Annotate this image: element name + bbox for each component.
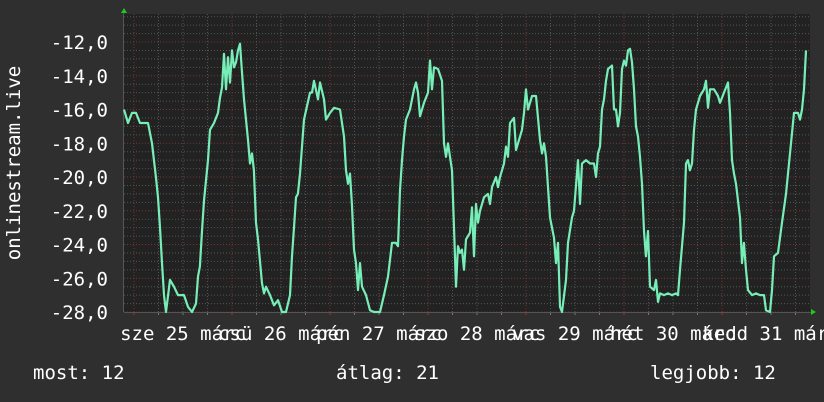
x-tick-label: kedd 31 márc (702, 323, 824, 345)
y-tick-label: -28,0 (51, 302, 108, 324)
average-value: átlag: 21 (336, 362, 439, 384)
y-tick-label: -26,0 (51, 268, 108, 290)
plot-background (124, 14, 810, 312)
best-value: legjobb: 12 (650, 362, 776, 384)
y-tick-label: -22,0 (51, 201, 108, 223)
y-tick-label: -12,0 (51, 32, 108, 54)
y-tick-label: -14,0 (51, 66, 108, 88)
y-tick-label: -24,0 (51, 235, 108, 257)
x-tick-label: pén 27 márc (316, 323, 442, 345)
x-tick-label: sze 25 márc (120, 323, 246, 345)
y-axis-arrow-icon (121, 8, 127, 13)
x-tick-label: vas 29 márc (512, 323, 638, 345)
data-points (123, 43, 806, 313)
y-tick-label: -20,0 (51, 167, 108, 189)
y-axis-label: onlinestream.live (3, 66, 25, 260)
y-tick-label: -18,0 (51, 133, 108, 155)
y-tick-label: -16,0 (51, 100, 108, 122)
x-tick-label: szo 28 márc (414, 323, 540, 345)
x-tick-label: csü 26 márc (218, 323, 344, 345)
series-line (122, 42, 808, 314)
y-axis: -12,0 -14,0 -16,0 -18,0 -20,0 -22,0 -24,0 -26,0… (51, 32, 108, 324)
grid (123, 12, 812, 315)
current-value: most: 12 (33, 362, 125, 384)
x-tick-label: hét 30 márc (610, 323, 736, 345)
x-axis-arrow-icon (811, 309, 816, 315)
